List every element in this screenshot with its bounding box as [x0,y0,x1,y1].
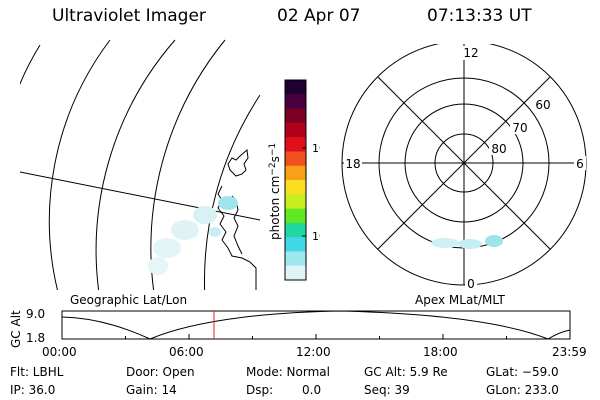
door-info: Door: Open [126,365,195,379]
aurora-patch [458,239,482,249]
colorbar-cell [285,122,306,138]
apex-label: Apex MLat/MLT [415,293,505,307]
aurora-patch [171,220,199,240]
mlt-6-label: 6 [576,157,584,171]
colorbar-cell [285,208,306,224]
aurora-patch [431,238,459,248]
mlat-60-label: 60 [535,98,550,112]
time-tick-2359: 23:59 [552,345,587,359]
aurora-patch [209,227,221,237]
time-text: 07:13:33 UT [427,6,532,26]
coastline [217,149,257,290]
orbit-y-axis-label: GC Alt [9,310,23,348]
filter-info: Flt: LBHL [10,365,64,379]
colorbar-tick-10: 10 [312,230,320,243]
time-tick-1200: 12:00 [296,345,331,359]
mode-info: Mode: Normal [246,365,330,379]
latitude-circle [20,44,41,86]
aurora-patch [153,238,181,258]
mlt-0-label: 0 [467,277,475,291]
aurora-patch [148,257,168,275]
ip-info: IP: 36.0 [10,383,56,397]
geographic-map [20,39,260,290]
orbit-y-max: 9.0 [26,307,45,321]
latitude-circle [48,39,111,290]
mlt-12-label: 12 [463,46,478,60]
seq-info: Seq: 39 [364,383,410,397]
orbit-y-min: 1.8 [26,331,45,345]
time-tick-1800: 18:00 [423,345,458,359]
aurora-patch [218,196,238,210]
date-text: 02 Apr 07 [277,6,361,26]
instrument-title: Ultraviolet Imager [52,6,206,26]
colorbar-cell [285,194,306,210]
orbit-plot: GC Alt 9.0 1.8 [9,307,571,348]
colorbar-cell [285,180,306,195]
colorbar-tick-100: 100 [312,142,320,155]
colorbar-cell [285,251,306,267]
aurora-patch [485,235,503,247]
polar-plot: 12 18 6 0 60 70 80 [341,44,587,291]
meridian-line [20,171,260,221]
colorbar-cell [285,94,306,110]
latitude-circle [204,94,260,290]
colorbar: 100 10 photon cm−2s−1 [268,79,320,281]
mlt-18-label: 18 [345,157,360,171]
colorbar-cell [285,80,306,95]
latitude-circle [95,39,176,290]
mlat-70-label: 70 [512,121,527,135]
geographic-label: Geographic Lat/Lon [70,293,188,307]
aurora-patch [193,206,217,224]
colorbar-cell [285,137,306,152]
colorbar-cell [285,108,306,124]
colorbar-label: photon cm−2s−1 [268,143,282,240]
orbit-altitude-curve [61,310,571,340]
glat-info: GLat: −59.0 [486,365,559,379]
dsp-value: 0.0 [302,383,322,397]
time-tick-0600: 06:00 [169,345,204,359]
dsp-label: Dsp: [246,383,274,397]
gcalt-info: GC Alt: 5.9 Re [364,365,448,379]
colorbar-cell [285,165,306,181]
colorbar-cell [285,151,306,167]
glon-info: GLon: 233.0 [486,383,559,397]
time-tick-0000: 00:00 [42,345,77,359]
polar-diagonal [377,76,551,250]
colorbar-cell [285,222,306,238]
gain-info: Gain: 14 [126,383,177,397]
mlat-80-label: 80 [491,142,506,156]
colorbar-cell [285,265,306,281]
colorbar-cell [285,237,306,252]
